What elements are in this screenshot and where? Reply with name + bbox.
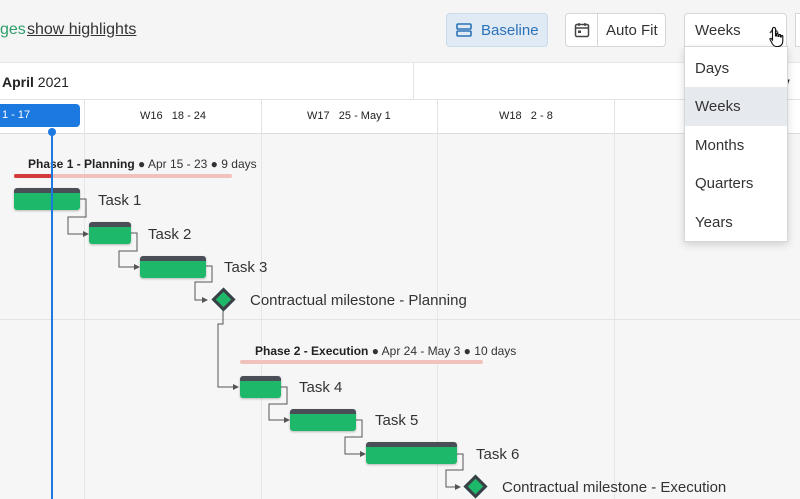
- phase-dates: Apr 15 - 23: [147, 157, 208, 171]
- menu-item-label: Years: [695, 214, 733, 231]
- task-label-2: Task 2: [148, 226, 192, 243]
- task-label-3: Task 3: [224, 259, 268, 276]
- week-divider: [84, 100, 85, 134]
- week-number: W16: [140, 110, 163, 122]
- week-label-w16: W16 18 - 24: [140, 110, 206, 122]
- auto-fit-button-label: Auto Fit: [606, 22, 658, 39]
- dependency-link: [268, 386, 290, 423]
- phase-2-summary-bar[interactable]: [240, 360, 483, 364]
- dependency-link: [445, 453, 464, 490]
- milestone-label-planning: Contractual milestone - Planning: [250, 292, 467, 309]
- zoom-option-months[interactable]: Months: [685, 126, 787, 165]
- task-bar-2[interactable]: [89, 222, 131, 244]
- menu-item-label: Quarters: [695, 175, 754, 192]
- grid-line: [614, 134, 615, 499]
- timeline-month-header: April 2021 y: [0, 62, 800, 101]
- week-divider: [614, 100, 615, 134]
- phase-divider: [0, 319, 800, 320]
- auto-fit-divider: [597, 14, 598, 46]
- dependency-link: [344, 419, 366, 457]
- zoom-option-days[interactable]: Days: [685, 49, 787, 88]
- month-divider: [413, 63, 414, 101]
- week-range: 18 - 24: [171, 110, 207, 122]
- menu-item-label: Days: [695, 60, 730, 77]
- month-label: April 2021: [2, 74, 69, 90]
- dependency-link: [118, 232, 140, 270]
- milestone-label-execution: Contractual milestone - Execution: [502, 479, 727, 496]
- week-range: 2 - 8: [530, 110, 553, 122]
- baseline-button-label: Baseline: [481, 22, 539, 39]
- task-bar-5[interactable]: [290, 409, 356, 431]
- task-label-6: Task 6: [476, 446, 520, 463]
- zoom-level-menu: Days Weeks Months Quarters Years: [684, 46, 788, 242]
- auto-fit-button[interactable]: Auto Fit: [565, 13, 666, 47]
- grid-line: [84, 134, 85, 499]
- task-bar-4[interactable]: [240, 376, 281, 398]
- toolbar-prev-text[interactable]: ges: [0, 21, 26, 38]
- week-divider: [261, 100, 262, 134]
- timeline-week-header: W16 18 - 24 W17 25 - May 1 W18 2 - 8: [0, 100, 800, 134]
- phase-duration: 9 days: [221, 157, 257, 171]
- week-range: 25 - May 1: [338, 110, 391, 122]
- phase-1-progress: [14, 174, 52, 178]
- phase-name: Phase 2 - Execution: [255, 344, 369, 358]
- zoom-level-value: Weeks: [695, 22, 741, 39]
- phase-1-label[interactable]: Phase 1 - Planning ● Apr 15 - 23 ● 9 day…: [28, 157, 257, 171]
- task-bar-3[interactable]: [140, 256, 206, 278]
- grid-line: [437, 134, 438, 499]
- task-bar-1[interactable]: [14, 188, 80, 210]
- zoom-option-weeks[interactable]: Weeks: [685, 87, 787, 126]
- phase-dates: Apr 24 - May 3: [381, 344, 461, 358]
- current-week-marker: 1 - 17: [0, 104, 80, 127]
- week-number: W18: [499, 110, 522, 122]
- zoom-option-years[interactable]: Years: [685, 203, 787, 242]
- dependency-link: [217, 309, 239, 390]
- phase-2-label[interactable]: Phase 2 - Execution ● Apr 24 - May 3 ● 1…: [255, 344, 517, 358]
- phase-duration: 10 days: [474, 344, 517, 358]
- gantt-body: [0, 134, 800, 499]
- menu-item-label: Weeks: [695, 98, 741, 115]
- month-year: 2021: [37, 74, 69, 90]
- week-divider: [437, 100, 438, 134]
- toolbar-next-control[interactable]: [795, 13, 800, 47]
- grid-line: [261, 134, 262, 499]
- calendar-icon: [574, 23, 590, 38]
- dependency-link: [194, 265, 213, 303]
- task-bar-6[interactable]: [366, 442, 457, 464]
- task-label-5: Task 5: [375, 412, 419, 429]
- month-name: April: [2, 74, 34, 90]
- task-label-1: Task 1: [98, 192, 142, 209]
- phase-1-summary-bar[interactable]: [14, 174, 232, 178]
- today-line: [51, 131, 53, 499]
- current-week-label: 1 - 17: [2, 109, 31, 121]
- today-line-handle[interactable]: [48, 128, 56, 136]
- week-label-w18: W18 2 - 8: [499, 110, 553, 122]
- dependency-link: [67, 198, 89, 237]
- zoom-level-select[interactable]: Weeks: [684, 13, 787, 47]
- task-label-4: Task 4: [299, 379, 343, 396]
- show-highlights-link[interactable]: show highlights: [27, 21, 137, 38]
- toolbar: ges show highlights Baseline Auto Fit We…: [0, 0, 800, 62]
- layers-icon: [456, 23, 472, 37]
- week-label-w17: W17 25 - May 1: [307, 110, 391, 122]
- hand-pointer-icon: [769, 26, 784, 48]
- zoom-option-quarters[interactable]: Quarters: [685, 164, 787, 203]
- week-number: W17: [307, 110, 330, 122]
- phase-name: Phase 1 - Planning: [28, 157, 135, 171]
- menu-item-label: Months: [695, 137, 745, 154]
- baseline-button[interactable]: Baseline: [446, 13, 548, 47]
